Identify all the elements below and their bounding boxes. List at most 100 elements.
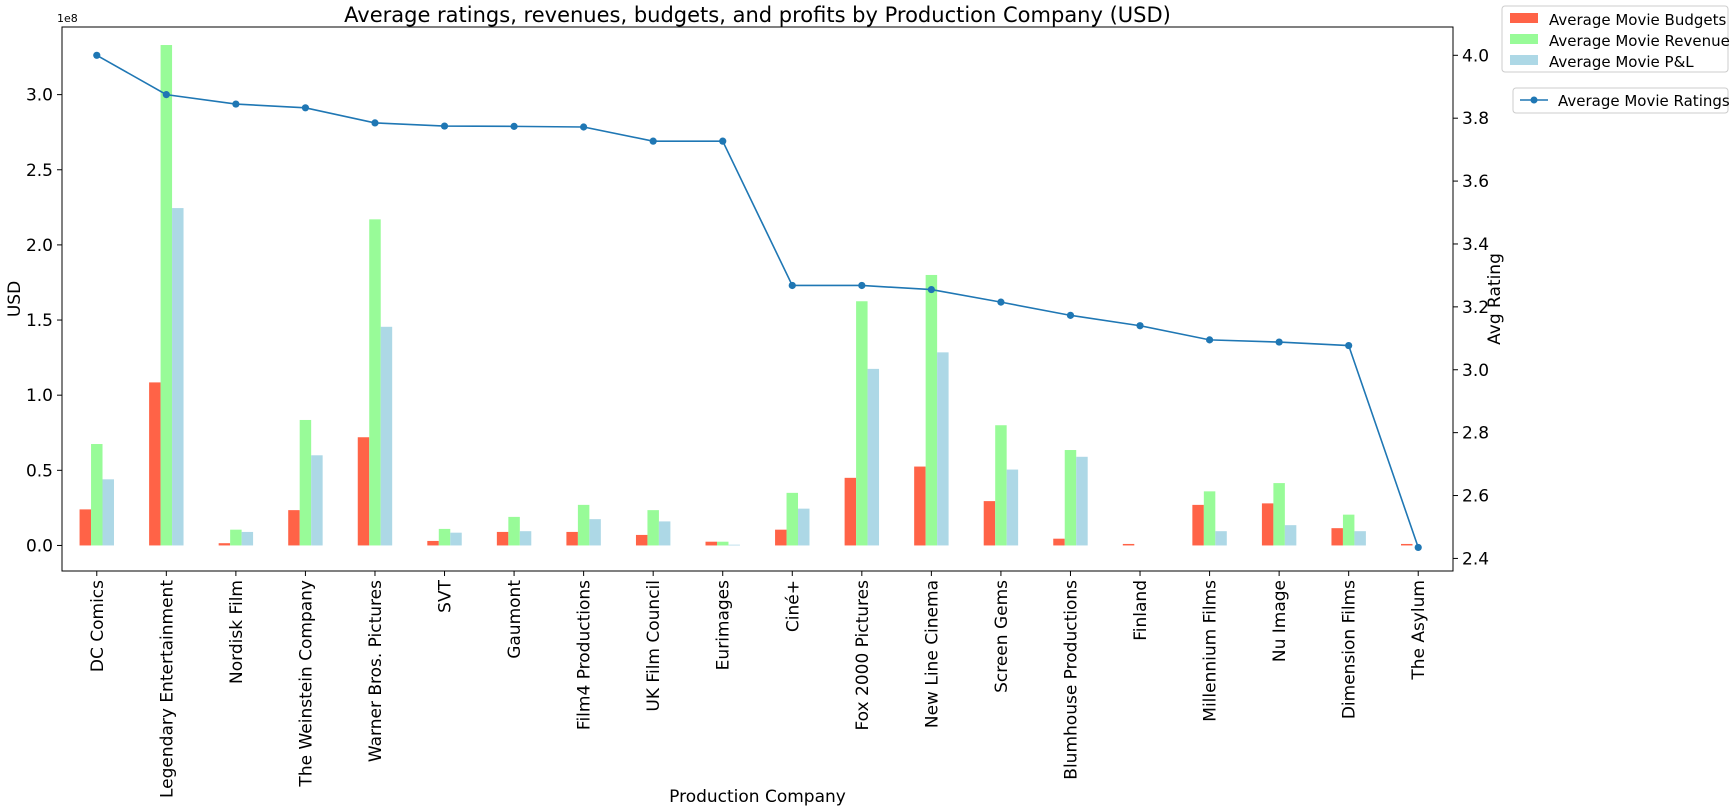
bar-budget-0 bbox=[79, 509, 92, 546]
x-tick-label: The Weinstein Company bbox=[296, 580, 316, 788]
bar-pl-16 bbox=[1215, 531, 1227, 546]
rating-point-5 bbox=[440, 122, 449, 130]
bar-revenue-14 bbox=[1064, 450, 1077, 546]
x-tick-label: Legendary Entertainment bbox=[157, 580, 177, 798]
rating-point-0 bbox=[93, 51, 101, 59]
bar-budget-14 bbox=[1053, 538, 1065, 546]
bar-revenue-5 bbox=[438, 528, 451, 546]
rating-point-15 bbox=[1136, 322, 1144, 330]
rating-point-1 bbox=[162, 91, 170, 99]
y-right-tick-label: 2.4 bbox=[1462, 549, 1489, 569]
bar-pl-3 bbox=[311, 455, 323, 546]
x-tick-label: Nordisk Film bbox=[227, 580, 247, 684]
y-tick-label: 0.5 bbox=[26, 461, 53, 481]
rating-point-13 bbox=[997, 298, 1005, 306]
bar-revenue-7 bbox=[577, 504, 590, 546]
bar-pl-11 bbox=[867, 368, 880, 546]
bar-budget-19 bbox=[1401, 543, 1413, 546]
rating-point-11 bbox=[858, 281, 866, 290]
rating-point-17 bbox=[1275, 338, 1283, 346]
bar-pl-4 bbox=[380, 326, 393, 546]
legend-swatch-pl bbox=[1510, 55, 1538, 65]
rating-point-3 bbox=[301, 104, 310, 112]
bar-budget-6 bbox=[496, 531, 509, 546]
y-right-tick-label: 4.0 bbox=[1462, 46, 1489, 66]
bar-budget-12 bbox=[914, 466, 926, 546]
y-right-tick-label: 3.6 bbox=[1462, 172, 1489, 192]
rating-point-16 bbox=[1205, 336, 1214, 344]
y-right-tick-label: 3.4 bbox=[1462, 235, 1489, 255]
bars-layer bbox=[79, 45, 1413, 546]
bar-revenue-3 bbox=[299, 419, 312, 546]
bar-pl-12 bbox=[937, 352, 949, 546]
x-axis-label: Production Company bbox=[669, 787, 846, 807]
x-tick-label: UK Film Council bbox=[644, 580, 664, 712]
y-right-tick-label: 3.2 bbox=[1462, 298, 1489, 318]
bar-budget-9 bbox=[705, 541, 717, 546]
bar-pl-1 bbox=[172, 208, 184, 546]
bar-budget-7 bbox=[566, 531, 578, 546]
bar-pl-2 bbox=[241, 531, 254, 546]
chart-title: Average ratings, revenues, budgets, and … bbox=[344, 3, 1171, 27]
bar-budget-11 bbox=[844, 477, 857, 546]
bar-budget-5 bbox=[427, 540, 439, 546]
y-right-tick-label: 2.8 bbox=[1462, 424, 1489, 444]
x-tick-label: Eurimages bbox=[714, 580, 734, 670]
legend-swatch-ratings-marker bbox=[1530, 96, 1538, 104]
x-axis: DC Comics Legendary Entertainment Nordisk … bbox=[88, 571, 1429, 798]
legend-frame-line bbox=[1512, 87, 1729, 114]
bar-budget-16 bbox=[1192, 504, 1204, 546]
bar-revenue-16 bbox=[1203, 491, 1216, 546]
bar-revenue-10 bbox=[786, 492, 799, 546]
y-axis-label: USD bbox=[5, 281, 25, 317]
rating-point-9 bbox=[719, 137, 727, 145]
y-axis-right-label: Avg Rating bbox=[1485, 253, 1505, 345]
bar-pl-9 bbox=[728, 544, 740, 546]
bar-budget-13 bbox=[983, 501, 996, 546]
rating-point-2 bbox=[232, 100, 240, 108]
y-tick-label: 2.0 bbox=[26, 236, 53, 256]
x-tick-label: Screen Gems bbox=[992, 580, 1012, 693]
bar-pl-6 bbox=[519, 531, 532, 546]
bar-revenue-12 bbox=[925, 274, 938, 546]
legend-label-ratings: Average Movie Ratings bbox=[1558, 92, 1730, 110]
left-axis: 0.0 0.5 1.0 1.5 2.0 2.5 3.0 bbox=[26, 86, 62, 556]
y-right-tick-label: 2.6 bbox=[1462, 487, 1489, 507]
bar-budget-10 bbox=[775, 529, 787, 546]
bar-budget-17 bbox=[1261, 503, 1274, 546]
bar-revenue-17 bbox=[1273, 483, 1285, 546]
x-tick-label: Nu Image bbox=[1270, 580, 1290, 662]
legend-bars: Average Movie Budgets Average Movie Reve… bbox=[1501, 5, 1730, 73]
bar-pl-7 bbox=[589, 519, 601, 546]
legend-label-revenue: Average Movie Revenue bbox=[1549, 32, 1730, 50]
bar-pl-5 bbox=[450, 532, 462, 546]
bar-revenue-2 bbox=[230, 529, 242, 546]
rating-point-18 bbox=[1345, 341, 1353, 350]
x-tick-label: Ciné+ bbox=[783, 580, 803, 632]
x-tick-label: Film4 Productions bbox=[575, 580, 595, 730]
x-tick-label: The Asylum bbox=[1409, 580, 1429, 681]
y-right-tick-label: 3.0 bbox=[1462, 361, 1489, 381]
y-tick-label: 3.0 bbox=[26, 86, 53, 106]
bar-pl-10 bbox=[798, 508, 810, 546]
y-right-tick-label: 3.8 bbox=[1462, 109, 1489, 129]
legend-swatch-budgets bbox=[1510, 13, 1538, 23]
bar-pl-0 bbox=[102, 479, 114, 546]
x-tick-label: New Line Cinema bbox=[922, 580, 942, 728]
rating-point-12 bbox=[927, 285, 935, 294]
bar-pl-18 bbox=[1354, 531, 1366, 546]
y-tick-label: 1.5 bbox=[26, 311, 53, 331]
ratings-line bbox=[96, 54, 1419, 548]
bar-revenue-9 bbox=[716, 541, 729, 546]
y-tick-label: 0.0 bbox=[26, 536, 53, 556]
rating-point-7 bbox=[580, 123, 588, 131]
x-tick-label: SVT bbox=[436, 579, 456, 612]
bar-revenue-11 bbox=[856, 301, 868, 546]
rating-point-6 bbox=[510, 122, 518, 130]
x-tick-label: Finland bbox=[1131, 580, 1151, 641]
legend-swatch-revenue bbox=[1510, 34, 1538, 44]
x-tick-label: Gaumont bbox=[505, 580, 525, 659]
bar-revenue-13 bbox=[995, 425, 1007, 546]
plot-frame bbox=[61, 26, 1454, 572]
